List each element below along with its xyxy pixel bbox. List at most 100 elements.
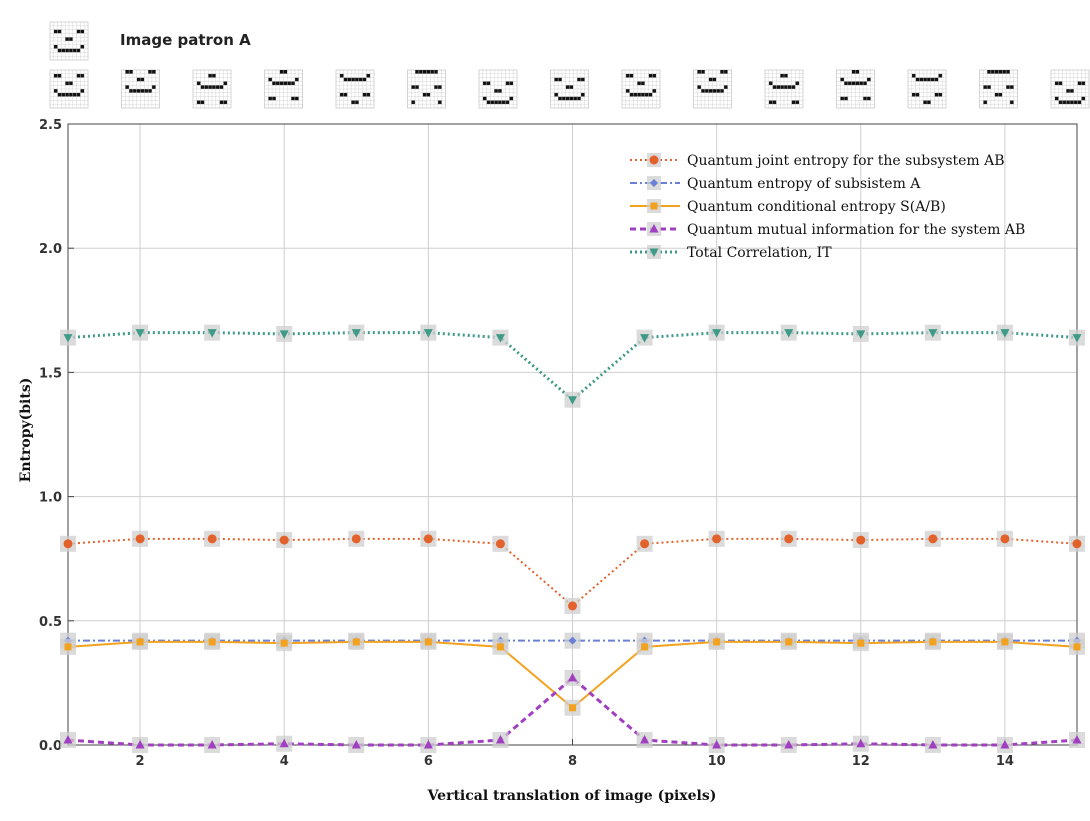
legend-item-conditional: Quantum conditional entropy S(A/B) bbox=[630, 199, 946, 215]
data-point-conditional bbox=[424, 638, 432, 646]
face-shift-15-icon bbox=[1050, 69, 1090, 109]
data-point-joint bbox=[928, 534, 938, 544]
chart-grid bbox=[68, 123, 1077, 745]
legend-item-total: Total Correlation, IT bbox=[630, 245, 832, 261]
x-axis-title: Vertical translation of image (pixels) bbox=[427, 788, 717, 804]
data-point-joint bbox=[856, 535, 866, 545]
data-point-conditional bbox=[208, 638, 216, 646]
face-shift-1-icon bbox=[49, 69, 89, 109]
x-tick-label: 14 bbox=[996, 754, 1014, 769]
data-point-conditional bbox=[136, 638, 144, 646]
face-shift-14-icon bbox=[979, 69, 1018, 109]
data-point-joint bbox=[423, 534, 433, 544]
data-point-joint bbox=[568, 601, 577, 611]
legend-marker bbox=[649, 248, 659, 257]
data-point-joint bbox=[63, 539, 73, 549]
face-shift-12-icon bbox=[836, 69, 875, 109]
face-shift-5-icon bbox=[335, 69, 375, 109]
y-tick-label: 2.5 bbox=[39, 118, 62, 133]
face-icons-strip bbox=[49, 21, 1090, 109]
y-tick-label: 0.5 bbox=[39, 615, 62, 630]
data-point-joint bbox=[712, 534, 722, 544]
data-point-conditional bbox=[1073, 643, 1081, 651]
face-shift-2-icon bbox=[121, 69, 160, 109]
data-point-mutual bbox=[279, 738, 289, 748]
x-tick-label: 12 bbox=[852, 754, 870, 769]
face-pattern-A-icon bbox=[49, 21, 89, 61]
face-shift-10-icon bbox=[693, 69, 732, 109]
legend-marker bbox=[650, 202, 658, 210]
data-point-mutual bbox=[63, 735, 73, 744]
data-point-mutual bbox=[568, 672, 577, 682]
data-point-mutual bbox=[423, 740, 433, 749]
data-point-total bbox=[856, 330, 866, 339]
data-point-total bbox=[351, 329, 361, 338]
legend-label: Quantum joint entropy for the subsystem … bbox=[687, 153, 1005, 169]
series-mutual bbox=[60, 669, 1085, 753]
data-point-mutual bbox=[495, 735, 505, 744]
data-point-total bbox=[207, 329, 217, 338]
data-point-joint bbox=[279, 535, 289, 545]
face-shift-11-icon bbox=[764, 69, 804, 109]
patron-label: Image patron A bbox=[120, 31, 251, 49]
data-point-mutual bbox=[351, 740, 361, 749]
data-point-total bbox=[423, 329, 433, 338]
data-point-mutual bbox=[712, 740, 722, 749]
y-tick-label: 0.0 bbox=[39, 739, 62, 754]
data-point-conditional bbox=[64, 643, 72, 651]
data-point-conditional bbox=[496, 643, 504, 651]
data-point-total bbox=[1000, 329, 1010, 338]
data-point-joint bbox=[1072, 539, 1082, 549]
y-axis-title: Entropy(bits) bbox=[18, 378, 34, 483]
data-point-conditional bbox=[1001, 638, 1009, 646]
data-point-joint bbox=[135, 534, 145, 544]
legend-label: Total Correlation, IT bbox=[687, 245, 832, 261]
x-tick-label: 10 bbox=[708, 754, 726, 769]
legend-marker bbox=[650, 179, 658, 187]
series-total bbox=[60, 324, 1085, 408]
data-point-mutual bbox=[207, 740, 217, 749]
y-tick-label: 1.0 bbox=[39, 491, 62, 506]
chart-legend: Quantum joint entropy for the subsystem … bbox=[630, 153, 1025, 261]
series-joint bbox=[60, 530, 1085, 614]
legend-item-entropyA: Quantum entropy of subsistem A bbox=[630, 176, 921, 192]
data-point-conditional bbox=[929, 638, 937, 646]
data-point-total bbox=[495, 334, 505, 343]
data-point-conditional bbox=[641, 643, 649, 651]
data-point-conditional bbox=[569, 704, 576, 712]
face-shift-7-icon bbox=[478, 69, 518, 109]
data-point-joint bbox=[207, 534, 217, 544]
x-tick-label: 4 bbox=[280, 754, 289, 769]
data-point-total bbox=[63, 334, 73, 343]
y-tick-label: 1.5 bbox=[39, 366, 62, 381]
data-point-total bbox=[1072, 334, 1082, 343]
face-shift-8-icon bbox=[550, 69, 589, 109]
data-point-mutual bbox=[856, 738, 866, 748]
legend-label: Quantum conditional entropy S(A/B) bbox=[687, 199, 946, 215]
series-conditional bbox=[60, 633, 1085, 716]
data-point-total bbox=[279, 330, 289, 339]
legend-marker bbox=[649, 224, 659, 233]
data-point-mutual bbox=[784, 740, 794, 749]
legend-item-mutual: Quantum mutual information for the syste… bbox=[630, 222, 1025, 238]
data-point-conditional bbox=[857, 639, 865, 647]
data-point-joint bbox=[640, 539, 650, 549]
x-tick-label: 6 bbox=[424, 754, 433, 769]
legend-marker bbox=[649, 155, 659, 165]
data-point-mutual bbox=[1072, 735, 1082, 744]
data-point-mutual bbox=[640, 735, 650, 744]
data-point-total bbox=[928, 329, 938, 338]
face-shift-13-icon bbox=[907, 69, 947, 109]
data-point-total bbox=[640, 334, 650, 343]
legend-item-joint: Quantum joint entropy for the subsystem … bbox=[630, 153, 1005, 169]
face-shift-4-icon bbox=[264, 69, 303, 109]
face-shift-3-icon bbox=[192, 69, 232, 109]
data-point-mutual bbox=[928, 740, 938, 749]
data-point-total bbox=[135, 329, 145, 338]
data-point-total bbox=[784, 329, 794, 338]
data-point-joint bbox=[784, 534, 794, 544]
x-tick-label: 8 bbox=[568, 754, 577, 769]
face-shift-6-icon bbox=[407, 69, 446, 109]
data-point-conditional bbox=[713, 638, 721, 646]
